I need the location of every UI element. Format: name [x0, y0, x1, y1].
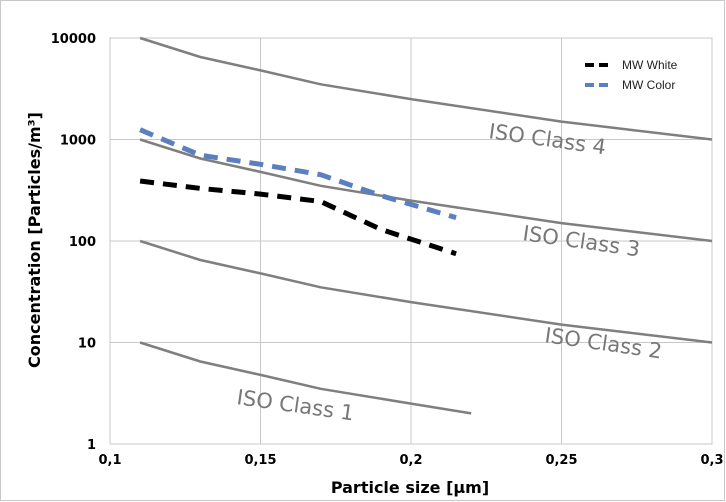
x-tick-label: 0,2	[399, 453, 422, 468]
series-line-iso-class-4	[139, 36, 713, 141]
series-layer	[139, 36, 713, 415]
legend: MW White MW Color	[585, 58, 678, 92]
legend-label-mw-color: MW Color	[622, 78, 675, 92]
x-tick-labels: 0,1 0,15 0,2 0,25 0,3	[98, 453, 723, 468]
series-line-mw-color	[139, 127, 457, 220]
y-tick-label: 10000	[51, 32, 96, 47]
x-tick-label: 0,15	[244, 453, 276, 468]
legend-label-mw-white: MW White	[622, 58, 678, 72]
y-tick-label: 1	[87, 438, 96, 453]
series-line-iso-class-1	[139, 341, 472, 415]
y-tick-label: 100	[69, 235, 96, 250]
x-tick-label: 0,25	[545, 453, 577, 468]
series-line-mw-white	[139, 178, 457, 257]
y-tick-labels: 1 10 100 1000 10000	[51, 32, 96, 453]
y-tick-label: 10	[78, 337, 96, 352]
y-axis-title: Concentration [Particles/m³]	[25, 112, 44, 368]
series-line-iso-class-2	[139, 239, 713, 344]
x-axis-title: Particle size [μm]	[331, 478, 489, 497]
x-tick-label: 0,3	[700, 453, 723, 468]
y-tick-label: 1000	[60, 134, 96, 149]
series-line-iso-class-3	[139, 138, 713, 243]
x-tick-label: 0,1	[98, 453, 121, 468]
